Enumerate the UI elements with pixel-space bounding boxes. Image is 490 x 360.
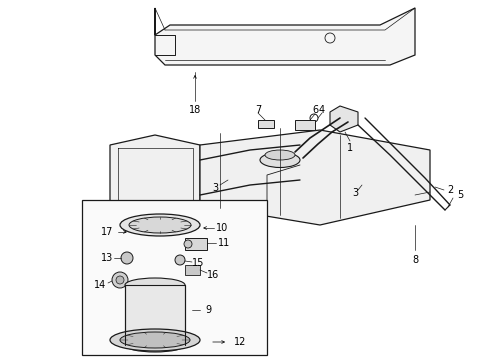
Bar: [258, 120, 274, 128]
Ellipse shape: [120, 214, 200, 236]
Bar: [185, 265, 200, 275]
Text: 17: 17: [101, 227, 113, 237]
Ellipse shape: [110, 329, 200, 351]
Text: 1: 1: [347, 143, 353, 153]
Circle shape: [175, 255, 185, 265]
Ellipse shape: [129, 217, 191, 233]
Circle shape: [121, 252, 133, 264]
Bar: [295, 120, 315, 130]
Text: 9: 9: [205, 305, 211, 315]
Text: 3: 3: [352, 188, 358, 198]
Circle shape: [116, 276, 124, 284]
Text: 12: 12: [234, 337, 246, 347]
Text: 4: 4: [319, 105, 325, 115]
Bar: [82, 200, 267, 355]
Polygon shape: [110, 135, 200, 215]
Ellipse shape: [260, 153, 300, 167]
Ellipse shape: [120, 332, 190, 348]
Ellipse shape: [125, 338, 185, 352]
Text: 18: 18: [189, 105, 201, 115]
Text: 16: 16: [207, 270, 219, 280]
Circle shape: [184, 240, 192, 248]
Ellipse shape: [125, 278, 185, 292]
Text: 3: 3: [212, 183, 218, 193]
Text: 10: 10: [216, 223, 228, 233]
Bar: [125, 285, 185, 345]
Text: 13: 13: [101, 253, 113, 263]
Text: 5: 5: [457, 190, 463, 200]
Text: 8: 8: [412, 255, 418, 265]
Text: 7: 7: [255, 105, 261, 115]
Bar: [185, 238, 207, 250]
Text: 15: 15: [192, 258, 204, 268]
Ellipse shape: [265, 150, 295, 160]
Circle shape: [112, 272, 128, 288]
Text: 14: 14: [94, 280, 106, 290]
Polygon shape: [200, 130, 430, 225]
Text: 11: 11: [218, 238, 230, 248]
Polygon shape: [330, 106, 358, 132]
Polygon shape: [155, 8, 415, 65]
Text: 2: 2: [447, 185, 453, 195]
Text: 6: 6: [312, 105, 318, 115]
